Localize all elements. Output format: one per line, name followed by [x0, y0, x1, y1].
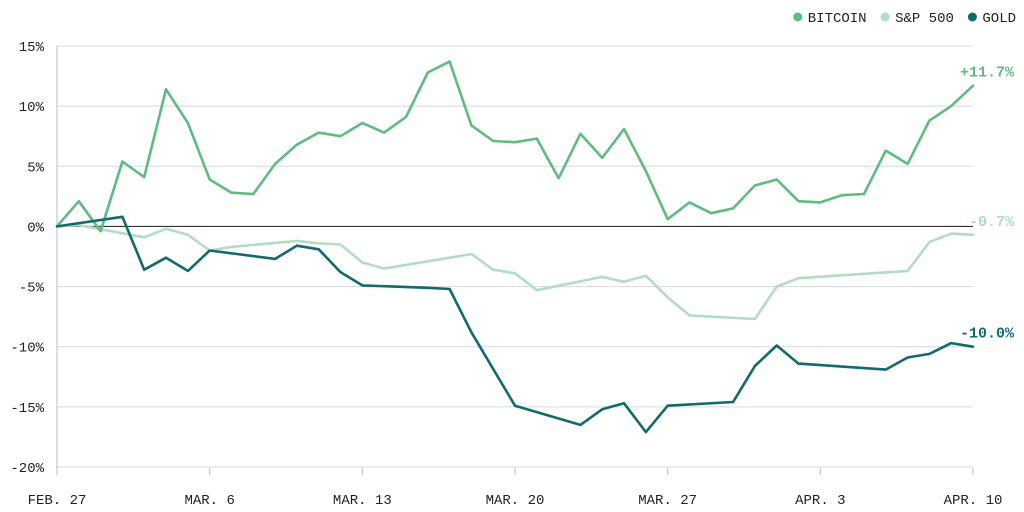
end-labels: +11.7% -0.7% -10.0% — [960, 65, 1015, 343]
y-tick-label: -10% — [10, 341, 44, 357]
y-tick-label: -15% — [10, 401, 44, 417]
x-tick-label: APR. 10 — [944, 493, 1003, 509]
axes: 15% 10% 5% 0% -5% -10% -15% -20% FEB. 27 MAR. 6 MA… — [10, 40, 1002, 509]
y-tick-label: 10% — [19, 100, 45, 116]
x-tick-label: FEB. 27 — [28, 493, 87, 509]
legend-label: S&P 500 — [895, 11, 954, 27]
x-tick-label: MAR. 20 — [486, 493, 545, 509]
grid — [57, 45, 973, 468]
end-value-label: -0.7% — [969, 214, 1015, 231]
y-tick-label: 5% — [27, 160, 44, 176]
x-tick-label: MAR. 13 — [333, 493, 392, 509]
series-lines — [55, 60, 975, 434]
y-tick-label: 15% — [19, 40, 45, 56]
legend-swatch — [967, 12, 977, 22]
end-value-label: -10.0% — [960, 326, 1015, 343]
x-tick-label: APR. 3 — [795, 493, 845, 509]
series-line-s-p-500 — [55, 223, 975, 321]
y-tick-label: 0% — [27, 220, 44, 236]
y-tick-label: -20% — [10, 461, 44, 477]
y-tick-label: -5% — [19, 281, 45, 297]
legend: GOLD S&P 500 BITCOIN — [793, 11, 1016, 27]
series-line-bitcoin — [55, 60, 975, 233]
series-line-gold — [55, 215, 975, 434]
legend-label: GOLD — [982, 11, 1016, 27]
end-value-label: +11.7% — [960, 65, 1015, 82]
legend-swatch — [880, 12, 890, 22]
x-tick-label: MAR. 6 — [184, 493, 234, 509]
legend-label: BITCOIN — [808, 11, 867, 27]
legend-swatch — [793, 12, 803, 22]
x-tick-label: MAR. 27 — [638, 493, 697, 509]
